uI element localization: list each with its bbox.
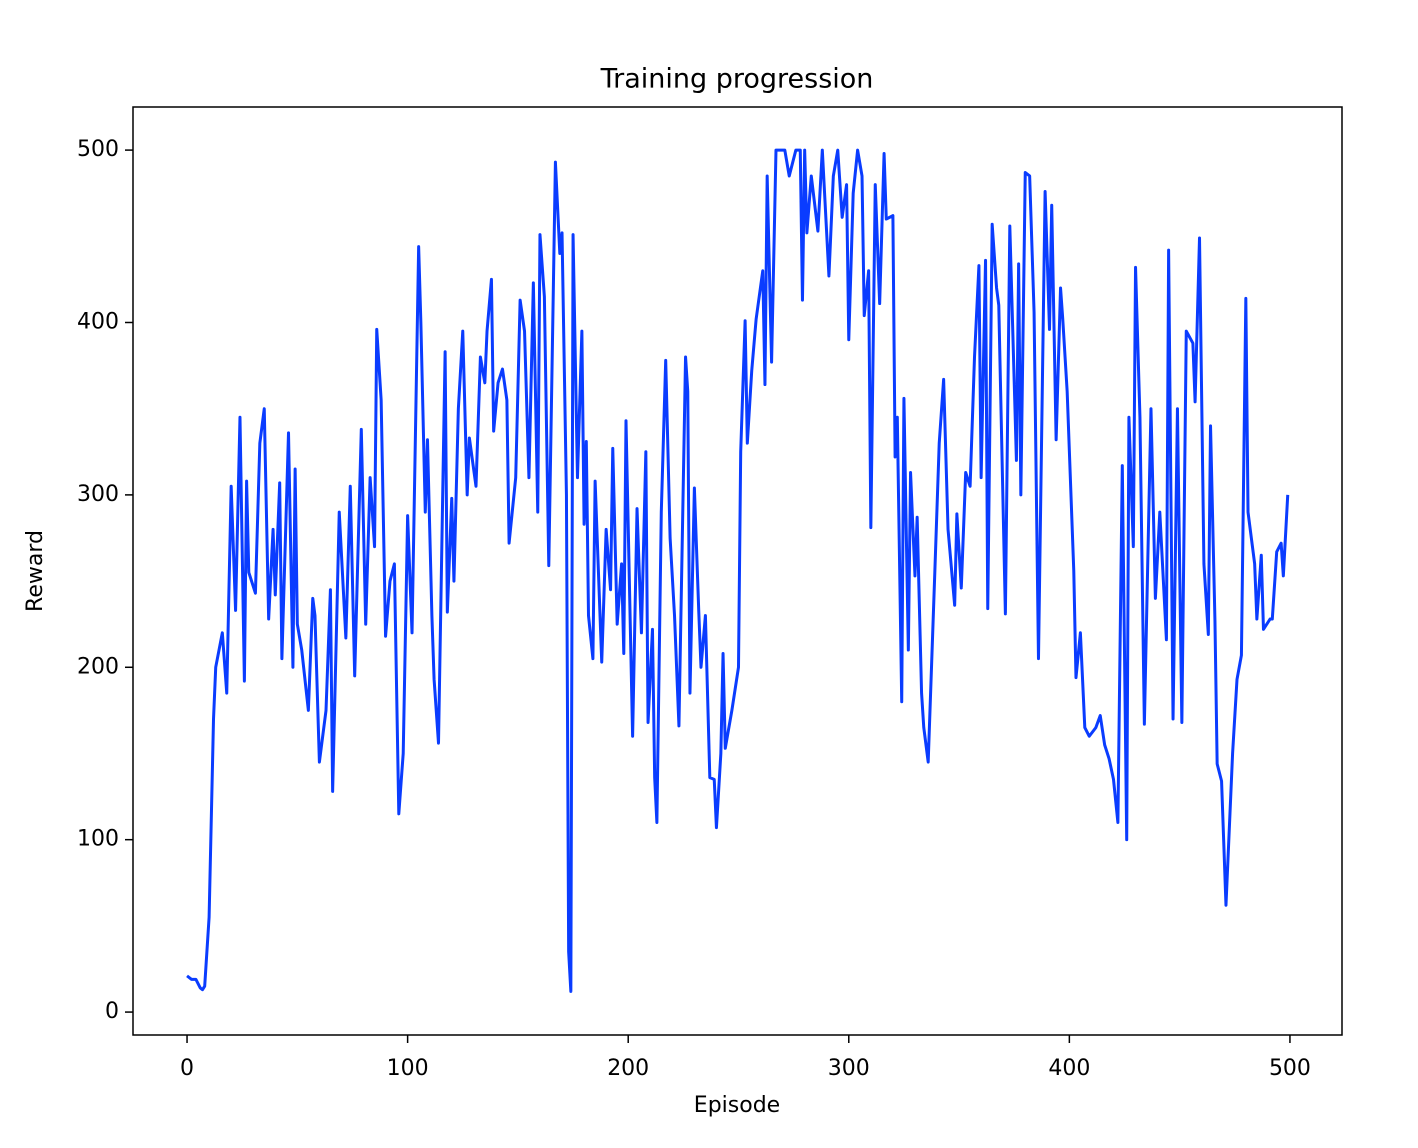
x-tick-label: 300: [828, 1056, 870, 1081]
y-axis-label: Reward: [23, 530, 48, 612]
y-tick-label: 400: [77, 309, 119, 334]
x-tick-label: 0: [180, 1056, 194, 1081]
x-tick-label: 200: [607, 1056, 649, 1081]
plot-frame: [132, 106, 1343, 1036]
x-tick-label: 400: [1048, 1056, 1090, 1081]
data-line: [186, 148, 1290, 993]
x-tick-label: 500: [1269, 1056, 1311, 1081]
y-tick-label: 200: [77, 654, 119, 679]
y-tick-label: 100: [77, 827, 119, 852]
x-axis-label: Episode: [694, 1093, 780, 1118]
chart-title: Training progression: [600, 64, 874, 95]
y-tick-label: 0: [105, 999, 119, 1024]
y-tick-label: 300: [77, 482, 119, 507]
x-tick-label: 100: [387, 1056, 429, 1081]
y-tick-label: 500: [77, 137, 119, 162]
